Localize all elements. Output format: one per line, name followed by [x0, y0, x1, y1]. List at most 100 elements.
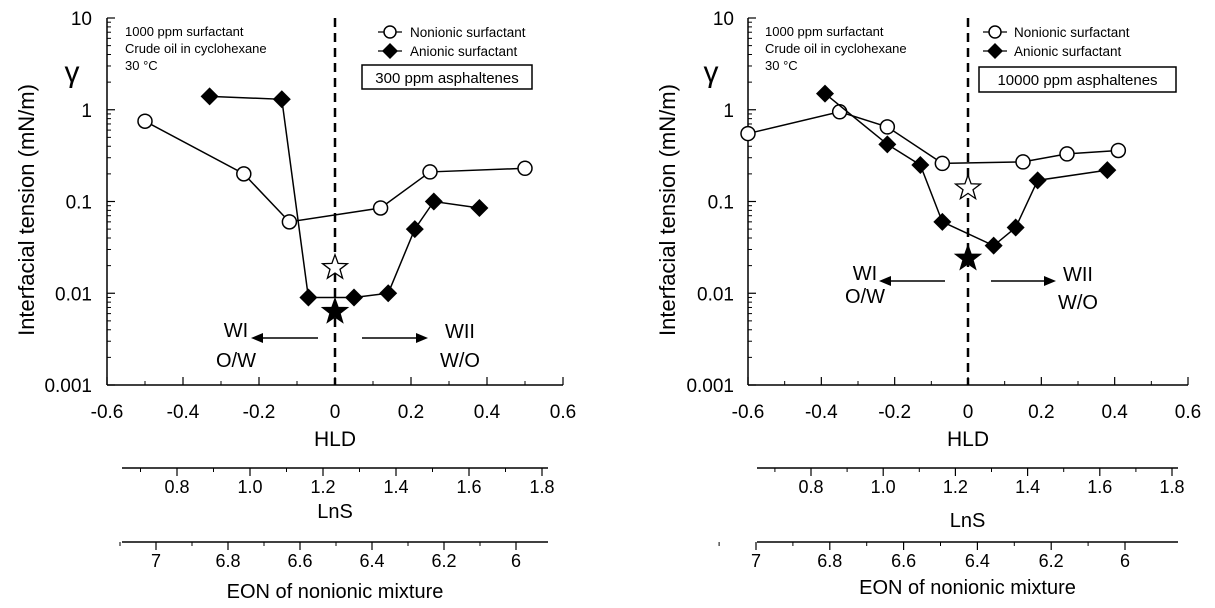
secondary-tick-label: 1.6 [1087, 477, 1112, 497]
data-point-diamond [345, 288, 363, 307]
asphaltene-label: 10000 ppm asphaltenes [997, 72, 1157, 89]
y-tick-label: 1 [723, 101, 734, 122]
region-wi: WIO/W [845, 263, 945, 308]
data-point-diamond [816, 84, 834, 103]
data-point-diamond [878, 135, 897, 154]
star-open-marker [320, 252, 350, 280]
secondary-tick-label: 1.0 [237, 477, 262, 497]
x-tick-label: 0.6 [1175, 402, 1201, 423]
region-arrow-head [416, 333, 428, 343]
legend: Nonionic surfactant Anionic surfactant [378, 25, 526, 59]
info-text: 1000 ppm surfactant [125, 24, 244, 39]
x-tick-label: 0.4 [474, 402, 501, 423]
data-point-diamond [200, 87, 219, 106]
info-text: Crude oil in cyclohexane [765, 41, 907, 56]
region-label: WI [853, 263, 877, 285]
secondary-tick-label: 1.0 [871, 477, 896, 497]
secondary-tick-label: 6 [1120, 551, 1130, 571]
region-label: W/O [440, 350, 480, 372]
secondary-tick-label: 6.2 [1039, 551, 1064, 571]
x-tick-label: 0.2 [398, 402, 424, 423]
gamma-symbol: γ [65, 56, 80, 89]
region-label: WII [1063, 264, 1093, 286]
info-text: 1000 ppm surfactant [765, 24, 884, 39]
star-filled-marker [953, 243, 983, 271]
x-tick-label: -0.4 [167, 402, 200, 423]
star-open-marker [953, 173, 983, 201]
chart-panel-right: 10 1 0.1 0.01 0.001 -0.6 -0.4 -0.2 0 0.2 0.4 0.6 HLD… [655, 9, 1201, 599]
series-anionic [200, 87, 489, 307]
secondary-tick-label: 6.4 [965, 551, 990, 571]
data-point-circle [1110, 142, 1127, 159]
legend-label: Nonionic surfactant [410, 25, 526, 40]
asphaltene-box [361, 64, 533, 90]
y-tick-label: 0.1 [708, 193, 734, 214]
data-point-circle [517, 160, 533, 177]
data-point-circle [422, 164, 438, 180]
y-tick-label: 0.01 [697, 284, 734, 305]
lns-axis: 0.8 1.0 1.2 1.4 1.6 1.8 LnS [122, 467, 555, 523]
info-text: 30 °C [765, 58, 798, 73]
secondary-tick-label: 6.6 [287, 551, 312, 571]
data-point-circle [831, 104, 848, 120]
x-tick-label: 0 [963, 402, 974, 423]
legend-label: Anionic surfactant [1014, 44, 1122, 59]
secondary-tick-label: 0.8 [798, 477, 823, 497]
y-tick-label: 0.1 [66, 193, 92, 214]
series-line [144, 120, 526, 223]
data-point-diamond [470, 198, 489, 217]
data-point-diamond [933, 212, 952, 231]
legend-marker-diamond [382, 43, 398, 59]
data-point-diamond [424, 192, 443, 211]
x-tick-label: -0.2 [878, 402, 911, 423]
secondary-tick-label: 1.8 [529, 477, 554, 497]
data-point-circle [934, 155, 951, 172]
legend-label: Anionic surfactant [410, 44, 518, 59]
info-text: 30 °C [125, 58, 158, 73]
eon-axis: 7 6.8 6.6 6.4 6.2 6 EON of nonionic mixture [718, 541, 1178, 599]
data-point-circle [372, 200, 389, 216]
region-arrow-head [1044, 276, 1056, 286]
y-axis-title: Interfacial tension (mN/m) [655, 84, 680, 336]
gamma-symbol: γ [704, 56, 719, 89]
y-tick-label: 10 [71, 9, 92, 30]
secondary-tick-label: 1.4 [383, 477, 408, 497]
secondary-tick-label: 1.6 [456, 477, 481, 497]
star-filled-marker [320, 296, 350, 324]
y-ticks: 10 1 0.1 0.01 0.001 [44, 9, 115, 397]
x-tick-label: 0.6 [550, 402, 576, 423]
region-label: O/W [216, 350, 256, 372]
series-anionic [816, 84, 1117, 255]
asphaltene-box [978, 66, 1177, 93]
data-point-diamond [379, 284, 398, 303]
secondary-tick-label: 1.8 [1159, 477, 1184, 497]
lns-axis: 0.8 1.0 1.2 1.4 1.6 1.8 LnS [757, 467, 1185, 532]
x-tick-label: -0.6 [91, 402, 124, 423]
region-wii: WII W/O [991, 264, 1098, 314]
x-tick-label: -0.6 [732, 402, 765, 423]
secondary-tick-label: 1.2 [943, 477, 968, 497]
region-label: O/W [845, 286, 885, 308]
x-axis-title: HLD [947, 428, 989, 451]
region-label: WII [445, 321, 475, 343]
y-ticks: 10 1 0.1 0.01 0.001 [686, 9, 756, 397]
secondary-tick-label: 1.2 [310, 477, 335, 497]
region-arrow-head [251, 333, 263, 343]
y-axis-title: Interfacial tension (mN/m) [14, 84, 39, 336]
region-label: WI [224, 320, 248, 342]
data-point-diamond [1028, 171, 1047, 190]
series-line [209, 95, 480, 299]
secondary-tick-label: 6.8 [215, 551, 240, 571]
chart-panel-left: 10 1 0.1 0.01 0.001 -0.6 -0.4 -0.2 0 0.2 0.4 0.6 HLD… [14, 9, 576, 603]
data-point-diamond [299, 288, 318, 307]
legend: Nonionic surfactant Anionic surfactant [983, 25, 1130, 59]
region-arrow-head [879, 276, 891, 286]
x-tick-label: -0.4 [805, 402, 838, 423]
x-ticks: -0.6 -0.4 -0.2 0 0.2 0.4 0.6 [732, 377, 1201, 423]
region-wi: WI O/W [216, 320, 318, 372]
secondary-axis-title: EON of nonionic mixture [227, 581, 444, 603]
asphaltene-label: 300 ppm asphaltenes [375, 70, 518, 87]
legend-marker-diamond [987, 43, 1003, 59]
secondary-tick-label: 7 [751, 551, 761, 571]
